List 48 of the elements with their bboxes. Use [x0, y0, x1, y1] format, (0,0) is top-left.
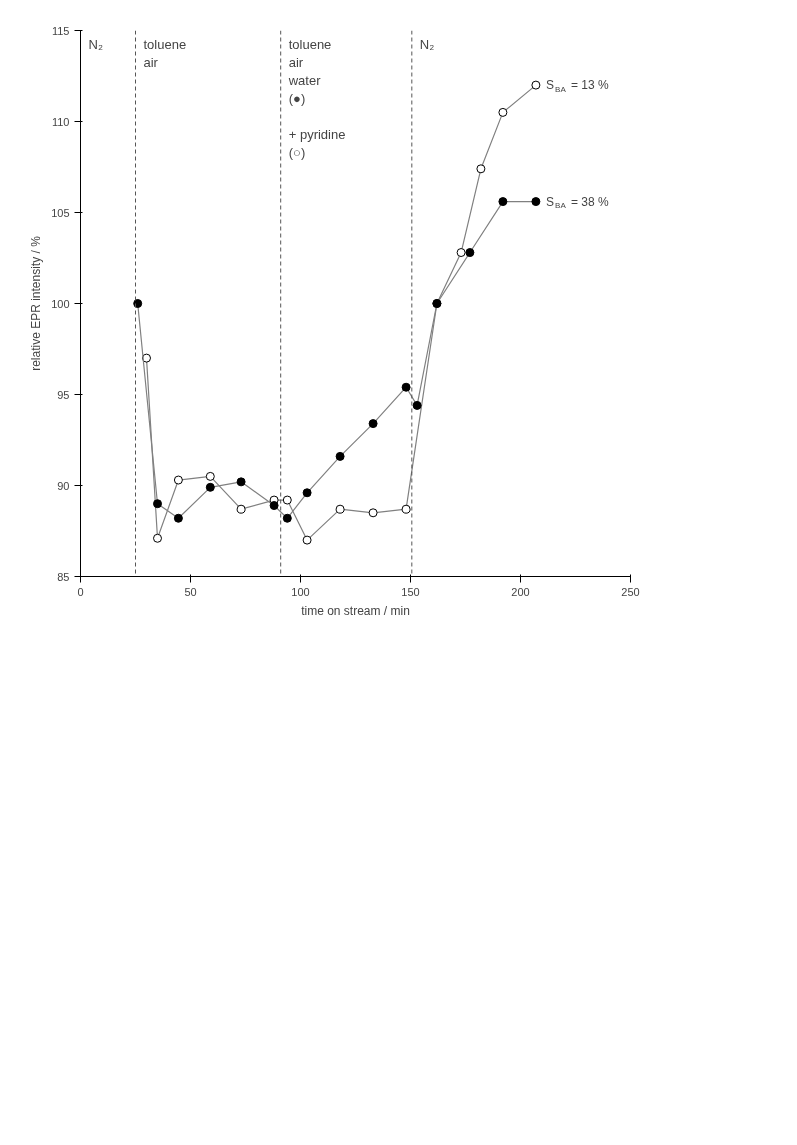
x-axis-title: time on stream / min [301, 603, 410, 618]
point [236, 477, 246, 487]
point [401, 382, 411, 392]
point [401, 504, 411, 514]
y-tick-label: 90 [57, 479, 70, 492]
annotation: toluene air [143, 36, 187, 70]
point [412, 400, 422, 410]
point [142, 353, 151, 363]
point [476, 164, 486, 174]
point [153, 499, 162, 509]
point [368, 508, 378, 518]
annotation: N₂ [419, 36, 435, 52]
point [302, 488, 312, 498]
point [269, 501, 279, 511]
point [531, 197, 541, 207]
text: toluene air water (●) + pyridine (○) [288, 36, 346, 160]
x-tick-label: 250 [621, 585, 640, 598]
point [236, 504, 246, 514]
point [302, 535, 312, 545]
y-tick-label: 115 [51, 24, 70, 37]
point [335, 504, 345, 514]
y-tick-label: 110 [51, 115, 70, 128]
point [465, 248, 475, 258]
y-tick-label: 105 [51, 206, 70, 219]
point [456, 248, 466, 258]
point [282, 513, 292, 523]
annotation: N₂ [88, 36, 103, 52]
point [173, 513, 183, 523]
point [498, 107, 508, 117]
point [498, 197, 508, 207]
point [205, 482, 215, 492]
x-tick-label: 100 [291, 585, 310, 598]
y-axis-title: relative EPR intensity / % [29, 235, 44, 371]
point [173, 475, 183, 485]
x-tick-label: 200 [511, 585, 530, 598]
point [531, 80, 541, 90]
point [282, 495, 292, 505]
y-tick-label: 95 [57, 388, 70, 401]
x-tick-label: 50 [184, 585, 197, 598]
point [133, 299, 143, 308]
y-tick-label: 85 [57, 570, 70, 583]
y-tick-label: 100 [51, 297, 70, 310]
point [153, 533, 162, 543]
point [335, 451, 345, 461]
x-tick-label: 150 [401, 585, 420, 598]
point [368, 419, 378, 429]
point [205, 471, 215, 481]
x-tick-label: 0 [77, 585, 84, 598]
